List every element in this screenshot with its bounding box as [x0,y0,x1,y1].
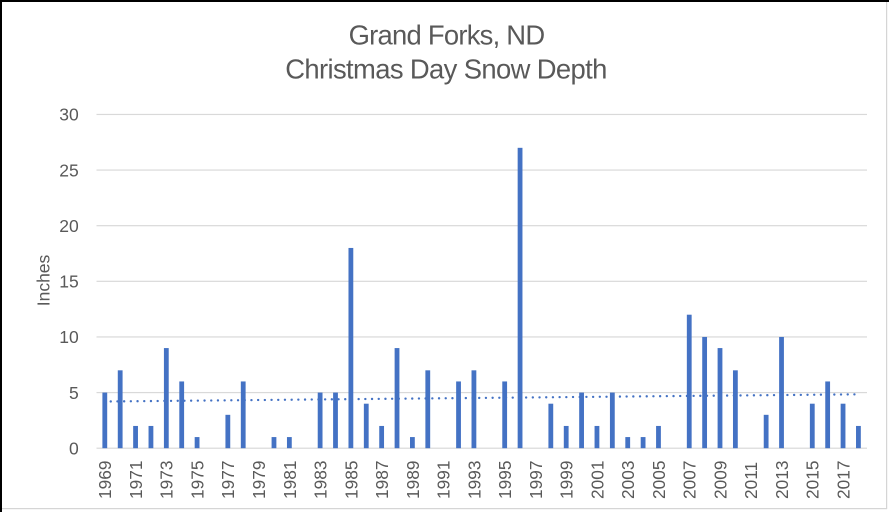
svg-text:1979: 1979 [249,461,269,499]
svg-text:20: 20 [59,216,79,236]
svg-text:1995: 1995 [495,461,515,499]
svg-text:Inches: Inches [33,254,53,306]
svg-text:1989: 1989 [403,461,423,499]
svg-text:1971: 1971 [126,461,146,499]
svg-text:5: 5 [69,383,79,403]
svg-text:25: 25 [59,160,78,180]
svg-text:2007: 2007 [680,461,700,499]
svg-text:1987: 1987 [372,461,392,499]
svg-text:0: 0 [69,439,79,459]
svg-text:15: 15 [59,272,78,292]
svg-text:10: 10 [59,327,79,347]
svg-text:2011: 2011 [741,462,761,499]
svg-text:1991: 1991 [434,461,454,499]
svg-text:1997: 1997 [526,461,546,499]
svg-text:Grand Forks, ND: Grand Forks, ND [349,19,545,50]
svg-text:1969: 1969 [95,461,115,499]
svg-text:Christmas Day Snow Depth: Christmas Day Snow Depth [285,53,607,84]
svg-text:1975: 1975 [187,461,207,499]
svg-text:2009: 2009 [710,461,730,499]
svg-text:1981: 1981 [280,461,300,499]
svg-text:1973: 1973 [157,461,177,499]
svg-text:1977: 1977 [218,461,238,499]
svg-text:1993: 1993 [464,461,484,499]
svg-text:30: 30 [59,105,79,125]
svg-text:2013: 2013 [772,461,792,499]
svg-text:2001: 2001 [587,461,607,499]
svg-text:2003: 2003 [618,461,638,499]
svg-text:1985: 1985 [341,461,361,499]
svg-text:2005: 2005 [649,461,669,499]
svg-text:2015: 2015 [803,461,823,499]
svg-text:1983: 1983 [311,461,331,499]
svg-text:1999: 1999 [557,461,577,499]
svg-text:2017: 2017 [833,461,853,499]
